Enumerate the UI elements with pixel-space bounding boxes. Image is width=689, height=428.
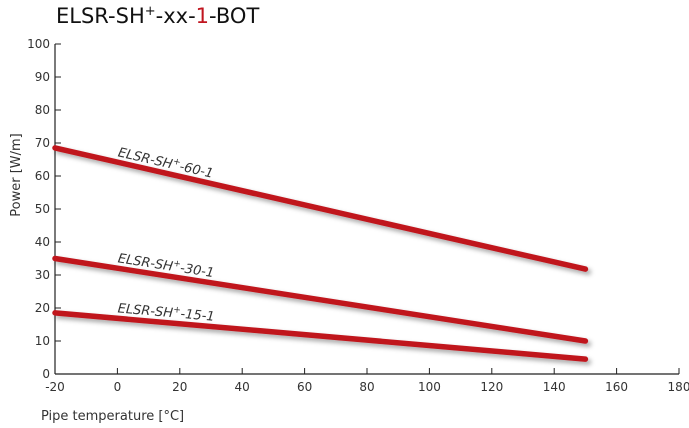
- y-tick-label: 40: [35, 235, 50, 249]
- y-tick-label: 30: [35, 268, 50, 282]
- y-tick-label: 60: [35, 169, 50, 183]
- series-label: ELSR-SH+-15-1: [117, 300, 215, 324]
- y-tick-label: 100: [27, 37, 50, 51]
- x-tick-label: 100: [418, 380, 441, 394]
- y-tick-label: 20: [35, 301, 50, 315]
- series-label: ELSR-SH+-60-1: [117, 144, 215, 181]
- series-line: [52, 255, 589, 344]
- x-tick-label: 0: [114, 380, 122, 394]
- x-tick-label: 180: [668, 380, 689, 394]
- y-axis-title: Power [W/m]: [9, 133, 24, 216]
- y-tick-label: 90: [35, 70, 50, 84]
- series-line: [52, 145, 589, 272]
- x-tick-label: 20: [172, 380, 187, 394]
- y-tick-label: 80: [35, 103, 50, 117]
- x-tick-label: -20: [45, 380, 65, 394]
- chart-title-superscript: +: [144, 4, 156, 19]
- x-tick-label: 160: [605, 380, 628, 394]
- x-axis-title: Pipe temperature [°C]: [41, 409, 184, 424]
- y-tick-label: 10: [35, 334, 50, 348]
- chart-title-accent: 1: [195, 4, 210, 28]
- x-tick-label: 120: [480, 380, 503, 394]
- y-tick-label: 0: [42, 367, 50, 381]
- y-tick-label: 50: [35, 202, 50, 216]
- y-tick-label: 70: [35, 136, 50, 150]
- chart-title: ELSR-SH+-xx-1-BOT: [56, 4, 259, 28]
- chart-title-suffix: -BOT: [209, 4, 260, 28]
- series-lines: [52, 145, 589, 362]
- series-line: [52, 310, 589, 362]
- x-tick-label: 60: [297, 380, 312, 394]
- x-tick-label: 80: [359, 380, 374, 394]
- chart-title-prefix: ELSR-SH: [56, 4, 145, 28]
- x-tick-label: 40: [235, 380, 250, 394]
- x-tick-label: 140: [543, 380, 566, 394]
- chart-title-middle: -xx-: [155, 4, 196, 28]
